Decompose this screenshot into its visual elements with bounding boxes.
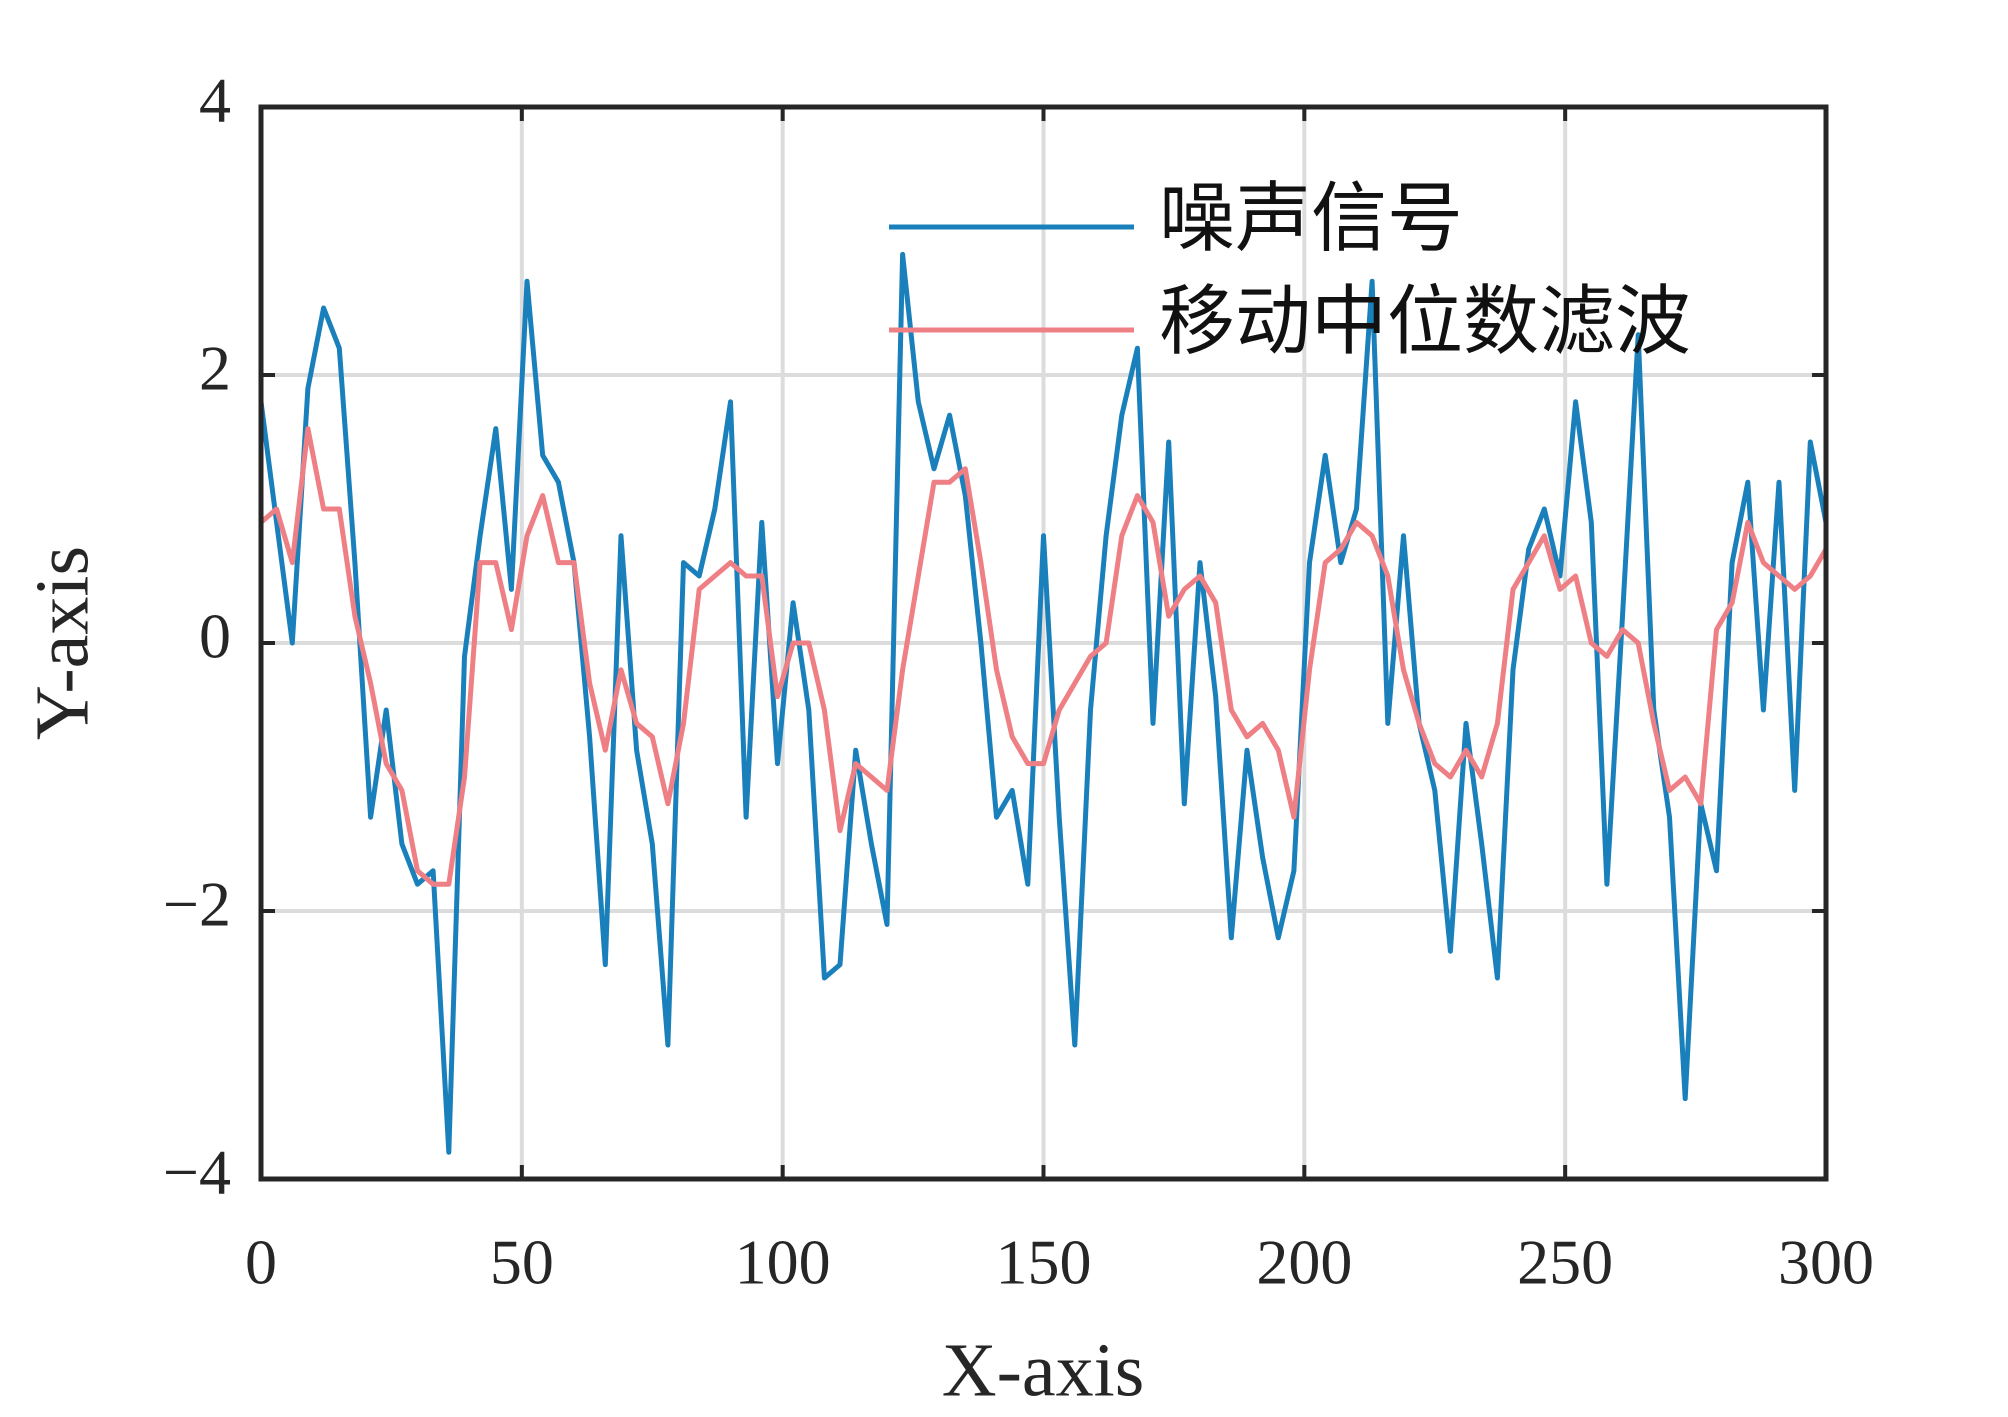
plot-frame [258,104,1829,1182]
x-tick-label: 250 [1517,1227,1613,1298]
x-tick-label: 100 [735,1227,831,1298]
data-line [259,426,1829,887]
x-tick-label: 150 [996,1227,1092,1298]
legend-label: 噪声信号 [1159,177,1463,261]
y-tick-label: 4 [199,65,231,136]
x-tick-label: 0 [245,1227,277,1298]
x-tick-label: 300 [1778,1227,1874,1298]
data-line [258,251,1829,1155]
y-tick-label: 2 [199,333,231,404]
legend-label: 移动中位数滤波 [1159,280,1691,364]
x-axis-label: X-axis [942,1328,1145,1412]
y-axis-label: Y-axis [20,546,104,740]
x-tick-label: 50 [490,1227,554,1298]
y-tick-label: 0 [199,601,231,672]
y-tick-label: −2 [163,869,231,940]
y-tick-label: −4 [163,1137,231,1208]
x-tick-label: 200 [1256,1227,1352,1298]
